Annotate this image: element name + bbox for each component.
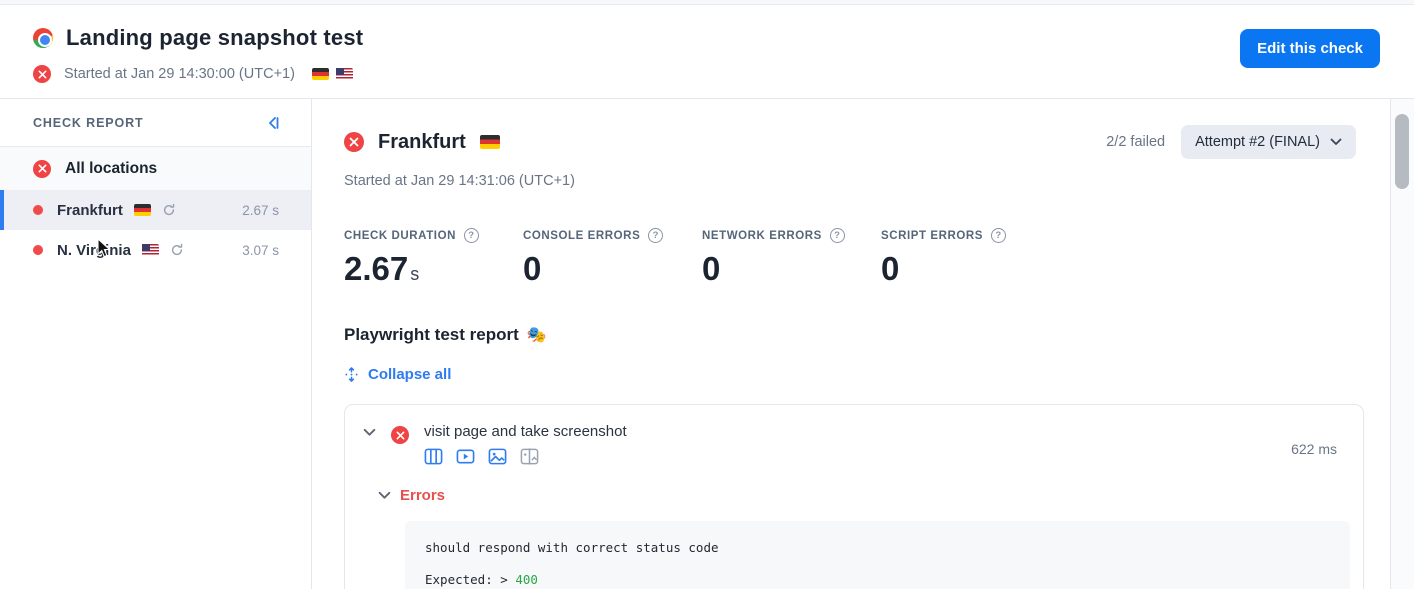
flag-germany-icon [133,204,151,216]
stat-value: 0 [523,250,542,287]
test-step-row[interactable]: visit page and take screenshot [345,405,1363,466]
help-icon[interactable]: ? [829,228,845,243]
check-header: Landing page snapshot test Started at Ja… [0,5,1414,99]
sidebar-title: CHECK REPORT [33,115,144,130]
chevron-down-icon[interactable] [363,428,376,437]
run-started-timestamp: Started at Jan 29 14:31:06 (UTC+1) [344,173,575,189]
collapse-all-button[interactable]: Collapse all [344,366,451,383]
attempt-selector-dropdown[interactable]: Attempt #2 (FINAL) [1181,125,1356,159]
errors-section-toggle[interactable]: Errors [345,466,1363,504]
retry-icon [162,203,176,217]
stat-network-errors: NETWORK ERRORS? 0 [702,228,881,288]
collapse-sidebar-icon[interactable] [265,115,281,131]
help-icon[interactable]: ? [991,228,1007,243]
stats-row: CHECK DURATION? 2.67 s CONSOLE ERRORS? 0 … [344,228,1390,288]
retry-icon [170,243,184,257]
location-title: Frankfurt [378,130,466,153]
chevron-down-icon [378,491,391,500]
flag-usa-icon [141,244,159,256]
received-value: 200 [515,588,538,589]
test-name: visit page and take screenshot [424,423,627,440]
scrollbar-thumb[interactable] [1395,114,1409,189]
status-failed-dot-icon [33,205,43,215]
check-started-timestamp: Started at Jan 29 14:30:00 (UTC+1) [64,66,295,82]
stat-value: 0 [702,250,721,287]
errors-label: Errors [400,487,446,504]
stat-console-errors: CONSOLE ERRORS? 0 [523,228,702,288]
collapse-vertical-icon [344,367,359,382]
location-flags [311,68,353,80]
status-failed-icon [33,159,51,178]
video-icon[interactable] [456,447,475,466]
page-title: Landing page snapshot test [66,25,364,50]
playwright-report-title: Playwright test report 🎭 [344,325,547,344]
help-icon[interactable]: ? [463,228,479,243]
status-failed-dot-icon [33,245,43,255]
test-report-card: visit page and take screenshot [344,404,1364,589]
trace-columns-icon[interactable] [424,447,443,466]
image-diff-icon[interactable] [520,447,539,466]
check-report-sidebar: CHECK REPORT All locations Frankfurt 2.6… [0,99,312,589]
theater-masks-emoji-icon: 🎭 [526,327,547,344]
failed-count: 2/2 failed [1106,134,1166,150]
stat-check-duration: CHECK DURATION? 2.67 s [344,228,523,288]
test-duration: 622 ms [1291,441,1337,457]
status-failed-icon [391,426,409,444]
location-duration: 2.67 s [242,202,279,218]
sidebar-item-frankfurt[interactable]: Frankfurt 2.67 s [0,190,311,230]
help-icon[interactable]: ? [648,228,664,243]
stat-value: 2.67 s [344,250,420,287]
status-failed-icon [344,132,364,152]
expected-value: 400 [515,572,538,587]
flag-usa-icon [335,68,353,80]
screenshot-image-icon[interactable] [488,447,507,466]
sidebar-item-n-virginia[interactable]: N. Virginia 3.07 s [0,230,311,270]
top-nav-remnant [0,0,1414,5]
stat-script-errors: SCRIPT ERRORS? 0 [881,228,1060,288]
scrollbar-track[interactable] [1391,99,1414,589]
flag-germany-icon [311,68,329,80]
chevron-down-icon [1330,138,1342,146]
chrome-browser-icon [33,28,53,48]
status-failed-icon [33,65,51,83]
flag-germany-icon [479,135,500,149]
error-detail-code-block: should respond with correct status code … [405,521,1350,589]
location-duration: 3.07 s [242,242,279,258]
sidebar-item-all-locations[interactable]: All locations [0,147,311,190]
edit-check-button[interactable]: Edit this check [1240,29,1380,68]
stat-value: 0 [881,250,900,287]
location-report-panel: Frankfurt 2/2 failed Attempt #2 (FINAL) … [312,99,1391,589]
